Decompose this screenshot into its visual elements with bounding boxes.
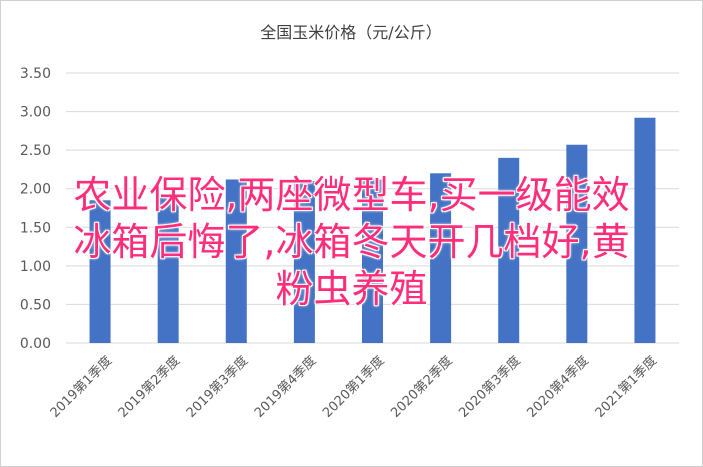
x-tick-label: 2020第3季度 bbox=[456, 353, 524, 421]
y-tick-label: 3.00 bbox=[20, 105, 51, 121]
x-tick-label: 2019第2季度 bbox=[115, 353, 183, 421]
overlay-line-2: 冰箱后悔了,冰箱冬天开几档好,黄 bbox=[0, 219, 703, 266]
x-tick-label: 2019第3季度 bbox=[183, 353, 251, 421]
overlay-line-3: 粉虫养殖 bbox=[0, 266, 703, 313]
overlay-line-1: 农业保险,两座微型车,买一级能效 bbox=[0, 172, 703, 219]
x-tick-label: 2020第4季度 bbox=[524, 353, 592, 421]
x-tick-label: 2020第2季度 bbox=[388, 353, 456, 421]
y-tick-label: 0.00 bbox=[20, 336, 51, 352]
x-tick-label: 2019第1季度 bbox=[47, 353, 115, 421]
y-tick-label: 3.50 bbox=[20, 66, 51, 82]
x-axis-ticks: 2019第1季度 2019第2季度 2019第3季度 2019第4季度 2020第1季度… bbox=[47, 353, 660, 421]
x-tick-label: 2020第1季度 bbox=[319, 353, 387, 421]
y-tick-label: 2.50 bbox=[20, 143, 51, 159]
overlay-caption: 农业保险,两座微型车,买一级能效 冰箱后悔了,冰箱冬天开几档好,黄 粉虫养殖 bbox=[0, 172, 703, 313]
chart-title: 全国玉米价格（元/公斤） bbox=[260, 23, 441, 42]
x-tick-label: 2021第1季度 bbox=[592, 353, 660, 421]
x-tick-label: 2019第4季度 bbox=[251, 353, 319, 421]
